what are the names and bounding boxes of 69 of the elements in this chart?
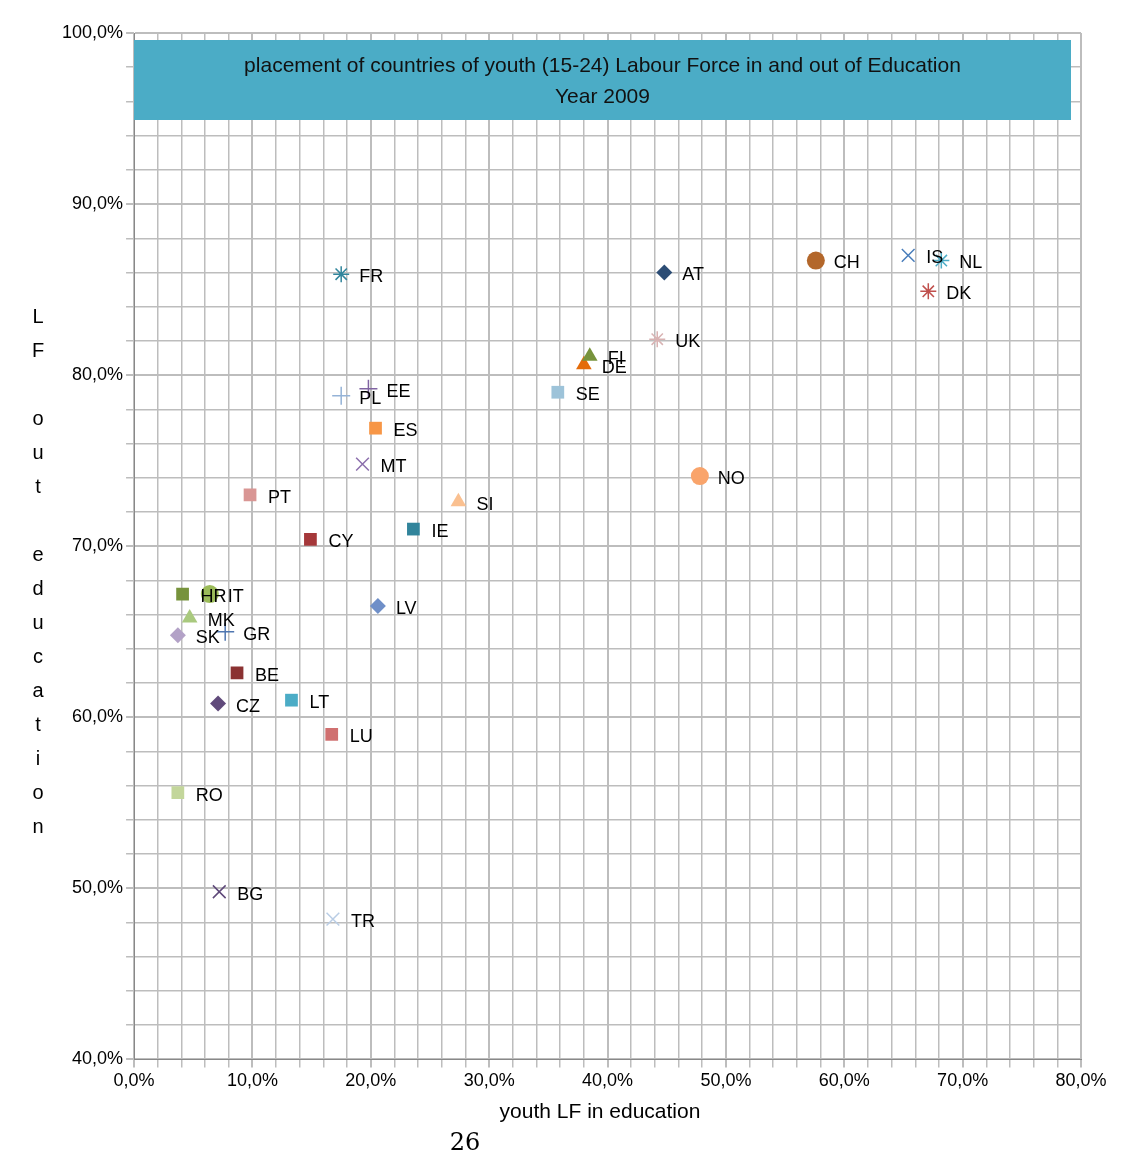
series-label: UK [675, 331, 701, 352]
series-label: MT [380, 456, 407, 477]
point [212, 884, 227, 899]
x-tick-label: 40,0% [582, 1070, 634, 1091]
y-axis-title: LF out education [26, 305, 49, 849]
point [285, 693, 298, 707]
series-label: BG [237, 883, 264, 904]
point [355, 456, 370, 472]
point [919, 282, 938, 301]
series-label: LU [349, 726, 373, 747]
series-label: DK [946, 283, 972, 304]
x-tick-label: 60,0% [818, 1070, 870, 1091]
point [325, 728, 339, 741]
series-label: RO [195, 784, 223, 805]
x-tick-label: 50,0% [700, 1070, 752, 1091]
point [690, 467, 709, 486]
point [407, 522, 420, 536]
series-label: CY [328, 531, 354, 552]
series-label: CZ [236, 695, 261, 716]
series-label: NL [959, 252, 983, 273]
y-tick-label: 90,0% [72, 193, 124, 214]
point [656, 264, 673, 281]
y-tick-label: 80,0% [72, 364, 124, 385]
y-tick-label: 70,0% [72, 535, 124, 556]
y-tick-label: 50,0% [72, 877, 124, 898]
y-tick-label: 40,0% [72, 1048, 124, 1069]
point [169, 627, 186, 644]
series-label: IE [431, 521, 449, 542]
point [369, 598, 386, 615]
x-tick-label: 30,0% [463, 1070, 515, 1091]
series-label: CH [833, 252, 860, 273]
point [901, 248, 916, 263]
series-label: BE [255, 664, 280, 685]
x-tick-label: 0,0% [113, 1070, 155, 1091]
series-label: FR [359, 266, 384, 287]
series-label: LT [309, 692, 330, 713]
series-label: AT [682, 264, 705, 285]
point [176, 587, 189, 601]
point [551, 385, 565, 399]
point [230, 666, 244, 680]
series-label: TR [350, 911, 375, 932]
point [171, 786, 185, 799]
x-tick-label: 10,0% [226, 1070, 278, 1091]
series-label: IT [227, 586, 244, 607]
y-tick-label: 100,0% [61, 21, 124, 42]
point [304, 532, 317, 546]
point [332, 265, 350, 283]
series-label: SE [575, 384, 600, 405]
point [648, 330, 666, 348]
series-label: LV [395, 598, 417, 619]
point [331, 385, 351, 406]
series-label: PT [268, 486, 292, 507]
x-tick-label: 80,0% [1055, 1070, 1107, 1091]
x-tick-label: 70,0% [937, 1070, 989, 1091]
series-label: ES [393, 420, 418, 441]
point [369, 421, 382, 435]
x-axis-title: youth LF in education [498, 1099, 702, 1123]
y-tick-label: 60,0% [72, 706, 124, 727]
series-label: PL [359, 387, 382, 408]
point [806, 251, 825, 270]
text: 26 [448, 1128, 482, 1156]
series-label: GR [243, 623, 271, 644]
title-banner: placement of countries of youth (15-24) Labour Force in and out of Education Year 2009 [134, 40, 1071, 120]
point [325, 912, 341, 927]
series-label: EE [386, 380, 411, 401]
x-tick-label: 20,0% [345, 1070, 397, 1091]
series-label: NO [717, 468, 745, 489]
point [210, 695, 227, 712]
series-label: SI [476, 493, 494, 514]
